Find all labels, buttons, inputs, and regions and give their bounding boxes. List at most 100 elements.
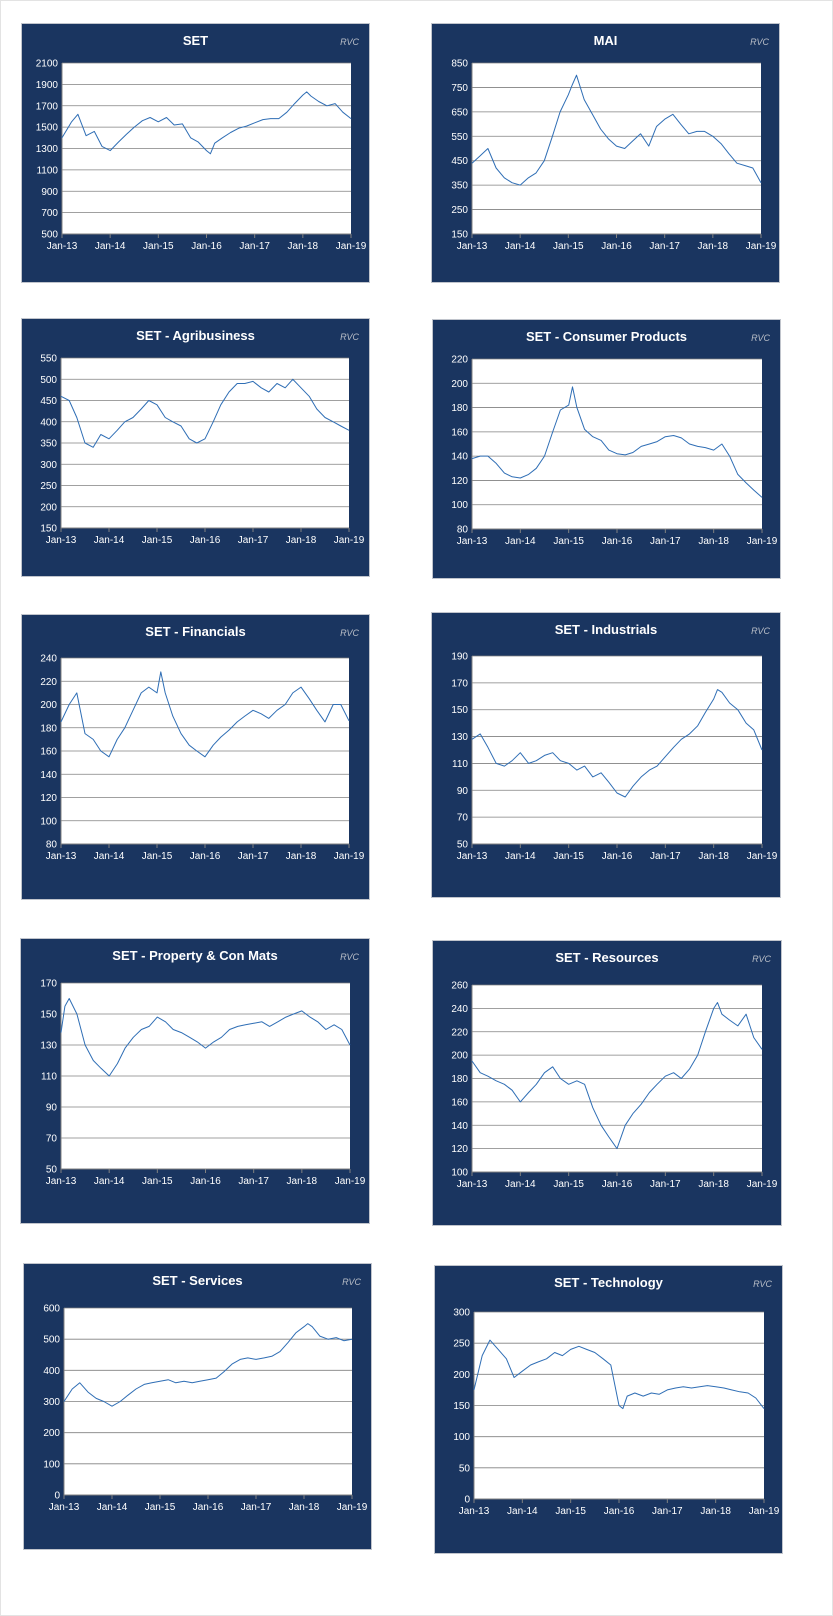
y-tick-label: 200 (43, 1428, 60, 1439)
x-tick-label: Jan-17 (650, 1179, 681, 1190)
x-tick-label: Jan-13 (49, 1502, 80, 1513)
y-tick-label: 120 (40, 793, 57, 804)
x-tick-label: Jan-19 (334, 851, 365, 862)
rvc-watermark: RVC (751, 626, 770, 636)
y-tick-label: 90 (46, 1103, 58, 1114)
y-tick-label: 240 (451, 1004, 468, 1015)
plot-area (472, 656, 762, 844)
rvc-watermark: RVC (340, 37, 359, 47)
y-tick-label: 160 (40, 747, 57, 758)
x-tick-label: Jan-15 (553, 241, 584, 252)
chart-title: SET - Services (152, 1273, 243, 1288)
x-tick-label: Jan-14 (507, 1506, 538, 1517)
y-tick-label: 200 (453, 1370, 470, 1381)
y-tick-label: 350 (40, 439, 57, 450)
y-tick-label: 80 (457, 525, 469, 536)
y-tick-label: 100 (453, 1432, 470, 1443)
chart-title: SET (182, 33, 209, 48)
chart-panel-property-con-mats: SET - Property & Con Mats RVC 50 70 90 110 1… (20, 938, 370, 1224)
x-tick-label: Jan-17 (652, 1506, 683, 1517)
x-tick-label: Jan-18 (700, 1506, 731, 1517)
x-tick-label: Jan-17 (649, 241, 680, 252)
y-tick-label: 70 (457, 813, 469, 824)
chart-title: SET - Financials (145, 624, 246, 639)
x-tick-label: Jan-16 (191, 241, 222, 252)
y-tick-label: 200 (451, 1051, 468, 1062)
y-tick-label: 160 (451, 1097, 468, 1108)
y-tick-label: 2100 (36, 59, 59, 70)
x-tick-label: Jan-18 (698, 536, 729, 547)
rvc-watermark: RVC (340, 628, 359, 638)
chart-panel-set: SET RVC 500 700 900 1100 1300 1500 1700 1900 210… (21, 23, 370, 283)
chart-svg: 150 250 350 450 550 650 750 850 Jan-13 Jan-14 Jan-… (451, 59, 777, 253)
x-tick-label: Jan-14 (505, 536, 536, 547)
chart-panel-consumer-products: SET - Consumer Products RVC 80 100 120 140 1… (432, 319, 781, 579)
chart-panel-resources: SET - Resources RVC 100 120 140 160 180 200 22… (432, 940, 782, 1226)
x-tick-label: Jan-16 (602, 536, 633, 547)
y-tick-label: 220 (451, 1027, 468, 1038)
y-tick-label: 130 (451, 732, 468, 743)
chart-svg: 100 120 140 160 180 200 220 240 260 Jan-13 Jan-14 J… (451, 981, 777, 1191)
x-tick-label: Jan-13 (46, 535, 77, 546)
x-tick-label: Jan-14 (97, 1502, 128, 1513)
y-tick-label: 1700 (36, 101, 59, 112)
y-tick-label: 1900 (36, 80, 59, 91)
x-tick-label: Jan-14 (94, 1176, 125, 1187)
series-line (471, 689, 763, 798)
y-tick-label: 260 (451, 981, 468, 992)
x-tick-label: Jan-17 (650, 851, 681, 862)
x-tick-label: Jan-17 (238, 535, 269, 546)
x-tick-label: Jan-16 (601, 241, 632, 252)
y-tick-label: 0 (54, 1491, 60, 1502)
y-tick-label: 450 (451, 156, 468, 167)
x-tick-label: Jan-19 (749, 1506, 780, 1517)
rvc-watermark: RVC (342, 1277, 361, 1287)
y-tick-label: 130 (40, 1041, 57, 1052)
x-tick-label: Jan-15 (553, 1179, 584, 1190)
chart-title: MAI (593, 33, 618, 48)
x-tick-label: Jan-16 (190, 1176, 221, 1187)
series-line (61, 91, 352, 155)
x-tick-label: Jan-19 (746, 241, 777, 252)
y-tick-label: 160 (451, 427, 468, 438)
y-tick-label: 50 (459, 1463, 471, 1474)
series-line (471, 74, 762, 186)
y-tick-label: 500 (43, 1335, 60, 1346)
chart-panel-agribusiness: SET - Agribusiness RVC 150 200 250 300 350 40… (21, 318, 370, 577)
x-tick-label: Jan-13 (457, 851, 488, 862)
chart-svg: 80 100 120 140 160 180 200 220 240 Jan-13 Jan-14 Ja… (40, 654, 365, 863)
x-tick-label: Jan-15 (142, 1176, 173, 1187)
chart-svg: 0 100 200 300 400 500 600 Jan-13 Jan-14 Jan-15 Jan… (43, 1304, 368, 1514)
y-tick-label: 50 (46, 1165, 58, 1176)
plot-area (472, 359, 762, 529)
y-tick-label: 1500 (36, 123, 59, 134)
y-tick-label: 110 (452, 759, 468, 770)
x-tick-label: Jan-18 (286, 535, 317, 546)
y-tick-label: 550 (451, 132, 468, 143)
series-line (473, 1339, 765, 1410)
series-line (63, 1323, 353, 1407)
x-tick-label: Jan-14 (505, 851, 536, 862)
x-tick-label: Jan-16 (604, 1506, 635, 1517)
x-tick-label: Jan-19 (337, 1502, 368, 1513)
y-tick-label: 650 (451, 107, 468, 118)
chart-panel-services: SET - Services RVC 0 100 200 300 400 500 600 Ja… (23, 1263, 372, 1550)
y-tick-label: 110 (41, 1072, 57, 1083)
y-tick-label: 180 (40, 723, 57, 734)
chart-title: SET - Technology (554, 1275, 663, 1290)
y-tick-label: 850 (451, 59, 468, 70)
y-tick-label: 120 (451, 476, 468, 487)
x-tick-label: Jan-17 (238, 851, 269, 862)
x-tick-label: Jan-14 (94, 851, 125, 862)
y-tick-label: 100 (451, 500, 468, 511)
rvc-watermark: RVC (753, 1279, 772, 1289)
x-tick-label: Jan-13 (457, 536, 488, 547)
x-tick-label: Jan-13 (46, 1176, 77, 1187)
x-tick-label: Jan-18 (289, 1502, 320, 1513)
rvc-watermark: RVC (340, 332, 359, 342)
series-line (60, 998, 351, 1077)
x-tick-label: Jan-18 (286, 851, 317, 862)
chart-svg: 50 70 90 110 130 150 170 190 Jan-13 Jan-14 Jan-15 J… (451, 652, 777, 863)
y-tick-label: 250 (451, 205, 468, 216)
y-tick-label: 400 (40, 417, 57, 428)
